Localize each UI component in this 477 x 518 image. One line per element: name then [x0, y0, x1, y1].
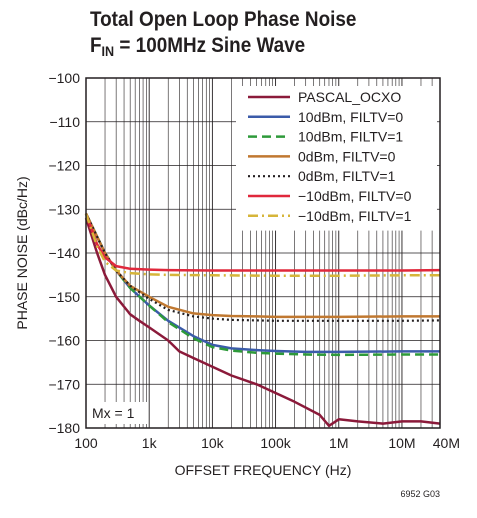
title-rest: = 100MHz Sine Wave — [114, 34, 306, 57]
legend-label: 0dBm, FILTV=1 — [298, 168, 396, 184]
series-line-3 — [84, 213, 440, 357]
x-tick-label: 10k — [201, 435, 225, 451]
series-line-2 — [84, 213, 440, 354]
legend-background — [236, 86, 437, 231]
y-tick-label: −170 — [48, 376, 80, 392]
series-line-7 — [84, 213, 440, 277]
y-tick-label: −100 — [48, 70, 80, 86]
y-tick-label: −120 — [48, 158, 80, 174]
y-tick-label: −140 — [48, 245, 80, 261]
x-tick-label: 1M — [329, 435, 348, 451]
y-tick-label: −130 — [48, 201, 80, 217]
legend-label: 10dBm, FILTV=0 — [298, 109, 403, 125]
y-tick-label: −110 — [50, 114, 81, 130]
legend-label: −10dBm, FILTV=1 — [298, 208, 412, 224]
x-tick-label: 1k — [142, 435, 158, 451]
annotation-mx: Mx = 1 — [92, 405, 135, 421]
legend-label: 10dBm, FILTV=1 — [298, 129, 403, 145]
chart-title-line-1: Total Open Loop Phase Noise — [90, 8, 357, 31]
x-axis-label: OFFSET FREQUENCY (Hz) — [175, 462, 352, 478]
chart-title-line-2: FIN = 100MHz Sine Wave — [90, 34, 305, 59]
series-line-1 — [84, 217, 441, 428]
series-line-6 — [84, 213, 441, 272]
legend-label: −10dBm, FILTV=0 — [298, 188, 412, 204]
x-tick-label: 100 — [74, 435, 98, 451]
series-lines — [84, 213, 441, 428]
y-tick-label: −160 — [48, 333, 80, 349]
annotation-background — [88, 402, 148, 424]
y-axis-label: PHASE NOISE (dBc/Hz) — [14, 176, 30, 329]
legend-label: 0dBm, FILTV=0 — [298, 148, 396, 164]
y-tick-label: −180 — [48, 420, 80, 436]
x-tick-label: 10M — [388, 435, 415, 451]
title-subscript: IN — [101, 43, 115, 59]
series-line-5 — [85, 213, 441, 322]
title-f: F — [90, 34, 102, 57]
series-line-4 — [84, 213, 440, 319]
plot-frame — [85, 77, 441, 429]
figure-id: 6952 G03 — [400, 489, 440, 499]
legend-label: PASCAL_OCXO — [298, 89, 401, 105]
y-tick-label: −150 — [48, 289, 80, 305]
legend: PASCAL_OCXO 10dBm, FILTV=0 10dBm, FILTV=1 0… — [236, 86, 437, 231]
x-tick-label: 40M — [433, 435, 460, 451]
x-tick-label: 100k — [260, 435, 291, 451]
